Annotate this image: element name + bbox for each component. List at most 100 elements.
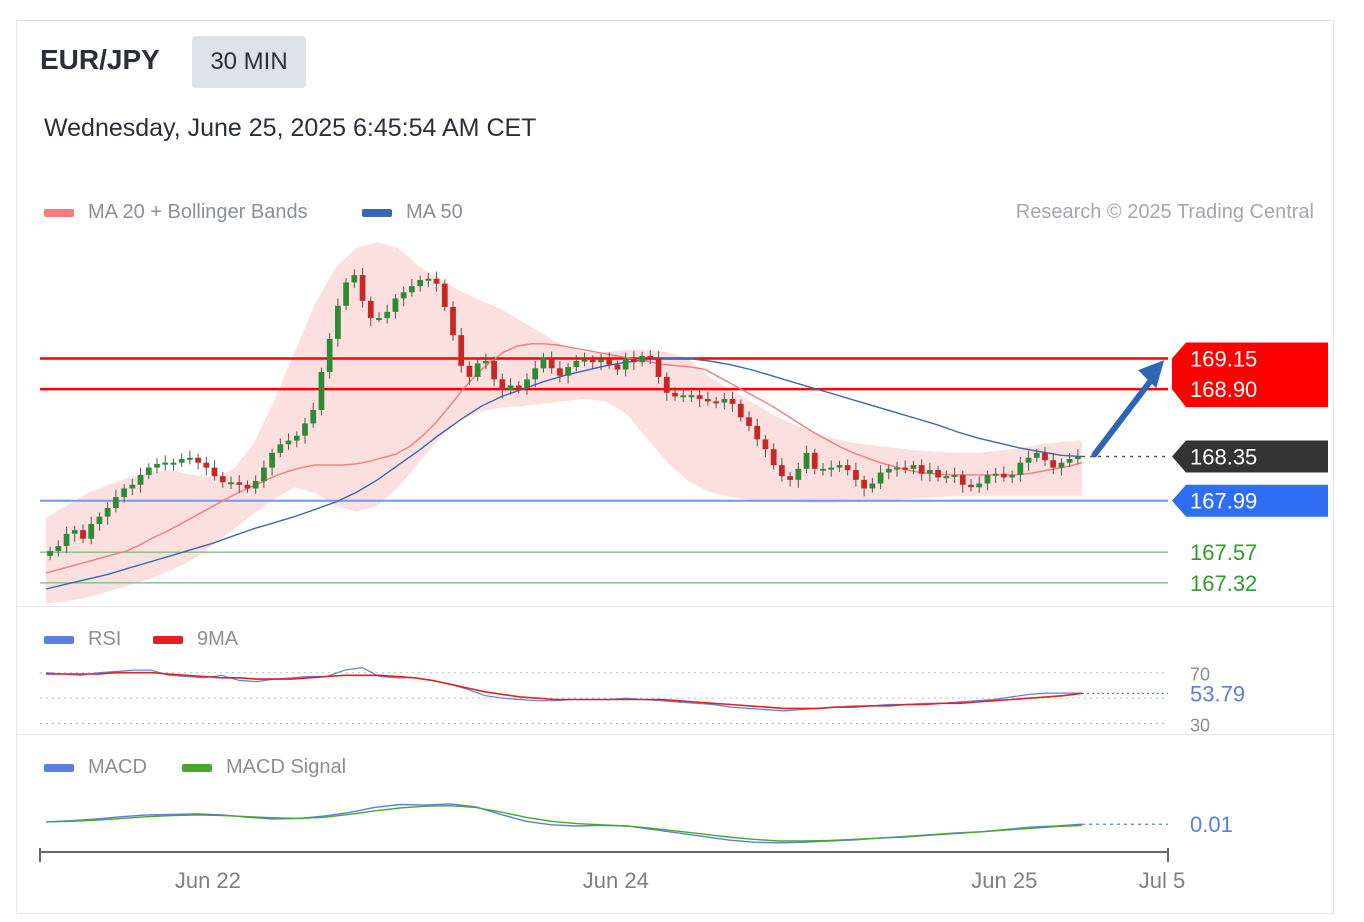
candle-body (187, 457, 193, 460)
ma20-line (45, 343, 1083, 574)
candle-body (647, 356, 654, 359)
candle-body (219, 476, 226, 483)
candle-body (483, 360, 489, 364)
candle-body (844, 465, 851, 471)
rsi-last-value: 53.79 (1190, 681, 1245, 706)
candle-body (877, 472, 884, 484)
candle-body (680, 395, 687, 398)
panel-divider (17, 734, 1333, 735)
candle-body (729, 398, 736, 404)
support-label-2: 167.32 (1190, 571, 1257, 596)
legend-rsi-label: RSI (88, 628, 122, 650)
candle-body (614, 364, 621, 370)
candle-body (1033, 452, 1040, 458)
legend-ma20: MA 20 + Bollinger Bands (44, 201, 308, 224)
legend-macd-signal-swatch (182, 763, 212, 772)
candle-body (779, 465, 785, 477)
rsi-tick-30: 30 (1190, 716, 1210, 736)
symbol-title: EUR/JPY (40, 44, 160, 75)
candle-body (384, 311, 391, 319)
candle-body (746, 417, 752, 426)
candle-body (121, 488, 127, 498)
candle-body (244, 484, 251, 489)
pivot-label: 167.99 (1190, 489, 1257, 514)
candle-body (565, 367, 571, 376)
candle-body (1001, 473, 1007, 478)
candle-body (540, 357, 547, 369)
candle-body (137, 474, 144, 485)
candle-body (63, 533, 70, 547)
bollinger-band (46, 242, 1082, 604)
candle-body (705, 398, 711, 402)
candle-body (984, 474, 991, 484)
candle-body (277, 444, 284, 453)
candle-body (1025, 457, 1032, 463)
candle-body (507, 385, 514, 391)
candle-body (532, 368, 539, 380)
candle-body (927, 470, 933, 474)
candle-body (1075, 456, 1081, 460)
candle-body (803, 452, 810, 469)
candle-body (236, 482, 243, 485)
candle-body (811, 452, 818, 469)
legend-ma20-swatch (44, 208, 74, 217)
legend-ma20-label: MA 20 + Bollinger Bands (88, 201, 308, 223)
legend-macd: MACD (44, 756, 147, 779)
candle-body (261, 467, 267, 482)
legend-macd-signal: MACD Signal (182, 756, 346, 779)
candle-body (836, 465, 843, 468)
candle-body (409, 286, 415, 293)
candle-body (269, 452, 275, 468)
candle-body (318, 371, 325, 410)
candle-body (951, 474, 958, 477)
candle-body (1058, 462, 1065, 468)
candle-body (631, 358, 637, 363)
macd-series-signal (45, 804, 1083, 842)
x-tick-label-2: Jun 24 (583, 868, 649, 893)
candle-body (943, 476, 950, 479)
candle-body (581, 359, 588, 362)
candle-body (400, 292, 407, 299)
x-tick-label-3: Jun 25 (971, 868, 1037, 893)
candle-body (293, 435, 300, 441)
timeframe-badge[interactable]: 30 MIN (192, 36, 306, 88)
legend-ma50: MA 50 (362, 201, 463, 224)
candle-body (351, 275, 358, 283)
forecast-arrow-head (1138, 360, 1165, 389)
legend-rsi: RSI (44, 628, 121, 651)
candle-body (113, 497, 119, 509)
candle-body (129, 484, 136, 489)
candle-body (869, 483, 876, 489)
candle-body (606, 359, 613, 365)
candle-body (170, 462, 177, 465)
candle-body (392, 298, 399, 312)
legend-macd-label: MACD (88, 756, 147, 778)
candle-body (376, 318, 382, 321)
candle-body (96, 516, 103, 524)
candle-body (154, 463, 160, 468)
rsi-series-9ma (46, 671, 1083, 710)
candle-body (721, 398, 728, 403)
candle-body (1017, 462, 1024, 475)
candle-body (474, 363, 481, 377)
candle-body (195, 457, 201, 463)
candle-body (688, 395, 695, 398)
candle-body (894, 467, 900, 470)
candle-body (902, 467, 909, 470)
candles (47, 267, 1081, 561)
candle-body (80, 530, 86, 539)
candle-body (598, 359, 604, 363)
candle-body (499, 379, 506, 391)
candle-body (417, 280, 423, 287)
candle-body (696, 395, 703, 399)
candle-body (71, 530, 78, 534)
candle-body (795, 468, 802, 480)
candle-body (178, 459, 185, 463)
candle-body (853, 470, 859, 480)
candle-body (935, 470, 941, 478)
candle-body (302, 423, 308, 436)
candle-body (976, 483, 983, 488)
candle-body (466, 365, 473, 377)
candle-body (918, 465, 925, 474)
